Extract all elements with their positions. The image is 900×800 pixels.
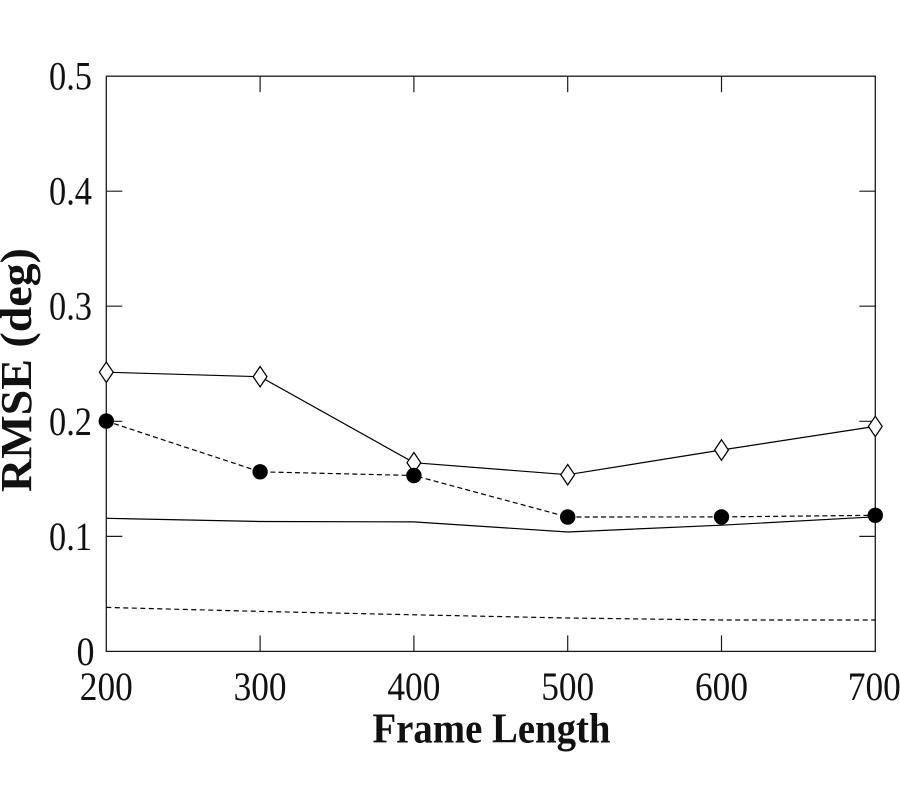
svg-text:400: 400 [387, 664, 440, 709]
svg-text:0.2: 0.2 [49, 399, 92, 444]
svg-text:0.4: 0.4 [49, 169, 92, 214]
svg-text:500: 500 [541, 664, 594, 709]
svg-text:300: 300 [234, 664, 287, 709]
svg-text:600: 600 [695, 664, 748, 709]
svg-text:200: 200 [80, 664, 133, 709]
svg-text:0.3: 0.3 [49, 284, 92, 329]
svg-text:0: 0 [77, 629, 95, 674]
svg-text:0.5: 0.5 [49, 54, 92, 99]
svg-text:0.1: 0.1 [49, 514, 92, 559]
svg-text:700: 700 [848, 664, 900, 709]
svg-text:Frame Length: Frame Length [373, 707, 611, 753]
svg-text:RMSE (deg): RMSE (deg) [0, 248, 41, 492]
